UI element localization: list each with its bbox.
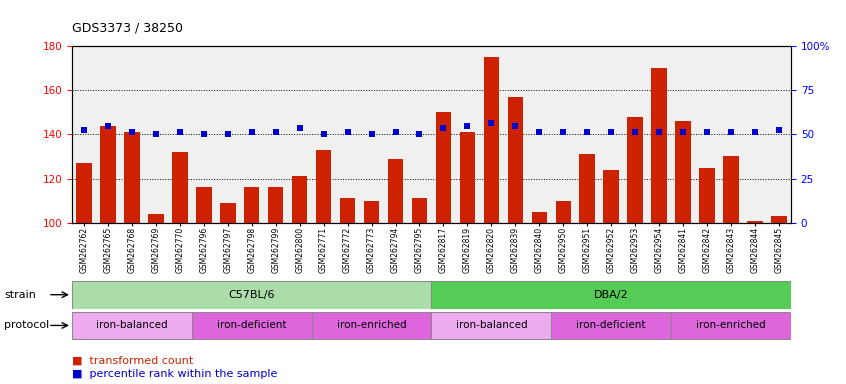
Bar: [220, 203, 235, 223]
Point: [772, 127, 786, 133]
Bar: [556, 200, 571, 223]
Point: [316, 131, 330, 137]
Bar: [431, 312, 552, 339]
Bar: [100, 126, 116, 223]
Point: [437, 125, 450, 131]
Text: protocol: protocol: [4, 320, 49, 331]
Bar: [196, 187, 212, 223]
Text: iron-enriched: iron-enriched: [696, 320, 766, 331]
Bar: [580, 154, 595, 223]
Point: [749, 129, 762, 135]
Bar: [723, 157, 739, 223]
Bar: [72, 281, 431, 309]
Point: [485, 120, 498, 126]
Bar: [316, 150, 332, 223]
Bar: [192, 312, 311, 339]
Text: iron-balanced: iron-balanced: [456, 320, 527, 331]
Point: [293, 125, 306, 131]
Text: ■  percentile rank within the sample: ■ percentile rank within the sample: [72, 369, 277, 379]
Bar: [436, 112, 451, 223]
Bar: [772, 216, 787, 223]
Bar: [72, 312, 192, 339]
Text: GDS3373 / 38250: GDS3373 / 38250: [72, 22, 183, 35]
Text: iron-deficient: iron-deficient: [576, 320, 646, 331]
Point: [508, 122, 522, 129]
Bar: [484, 57, 499, 223]
Point: [724, 129, 738, 135]
Text: iron-enriched: iron-enriched: [337, 320, 406, 331]
Bar: [651, 68, 667, 223]
Point: [101, 122, 114, 129]
Point: [341, 129, 354, 135]
Text: iron-deficient: iron-deficient: [217, 320, 287, 331]
Text: C57BL/6: C57BL/6: [228, 290, 275, 300]
Bar: [552, 312, 671, 339]
Bar: [148, 214, 163, 223]
Point: [197, 131, 211, 137]
Point: [604, 129, 618, 135]
Text: ■  transformed count: ■ transformed count: [72, 355, 193, 365]
Bar: [292, 176, 307, 223]
Bar: [747, 220, 763, 223]
Text: DBA/2: DBA/2: [594, 290, 629, 300]
Bar: [387, 159, 404, 223]
Point: [173, 129, 186, 135]
Point: [557, 129, 570, 135]
Text: iron-balanced: iron-balanced: [96, 320, 168, 331]
Point: [269, 129, 283, 135]
Point: [652, 129, 666, 135]
Point: [413, 131, 426, 137]
Bar: [311, 312, 431, 339]
Bar: [244, 187, 260, 223]
Bar: [603, 170, 619, 223]
Point: [125, 129, 139, 135]
Bar: [76, 163, 91, 223]
Point: [700, 129, 714, 135]
Point: [629, 129, 642, 135]
Bar: [412, 199, 427, 223]
Point: [221, 131, 234, 137]
Point: [245, 129, 259, 135]
Bar: [459, 132, 475, 223]
Bar: [431, 281, 791, 309]
Bar: [172, 152, 188, 223]
Bar: [628, 117, 643, 223]
Point: [677, 129, 690, 135]
Point: [77, 127, 91, 133]
Bar: [671, 312, 791, 339]
Bar: [700, 167, 715, 223]
Bar: [268, 187, 283, 223]
Bar: [675, 121, 691, 223]
Bar: [531, 212, 547, 223]
Bar: [364, 200, 379, 223]
Point: [388, 129, 403, 135]
Point: [149, 131, 162, 137]
Bar: [508, 97, 523, 223]
Point: [580, 129, 594, 135]
Text: strain: strain: [4, 290, 36, 300]
Bar: [124, 132, 140, 223]
Point: [533, 129, 547, 135]
Point: [365, 131, 378, 137]
Bar: [340, 199, 355, 223]
Point: [460, 122, 474, 129]
